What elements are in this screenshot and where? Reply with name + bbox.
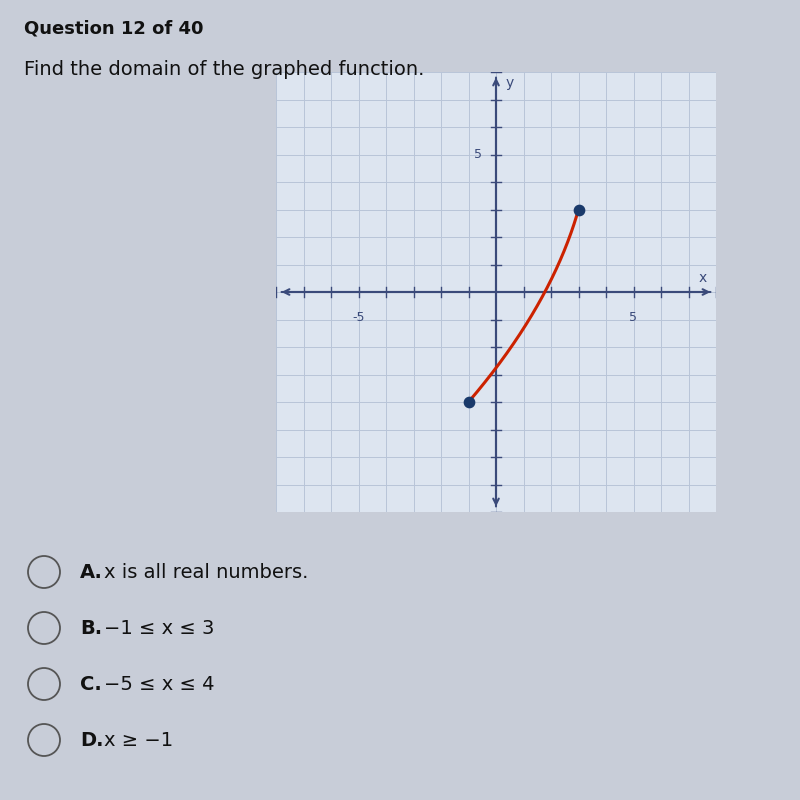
Text: 5: 5: [474, 148, 482, 161]
Text: −5 ≤ x ≤ 4: −5 ≤ x ≤ 4: [104, 674, 214, 694]
Text: Find the domain of the graphed function.: Find the domain of the graphed function.: [24, 60, 424, 79]
Text: −1 ≤ x ≤ 3: −1 ≤ x ≤ 3: [104, 618, 214, 638]
Point: [572, 203, 585, 216]
Text: B.: B.: [80, 618, 102, 638]
Text: C.: C.: [80, 674, 102, 694]
Text: A.: A.: [80, 562, 103, 582]
Text: y: y: [506, 76, 514, 90]
Text: x ≥ −1: x ≥ −1: [104, 730, 173, 750]
Text: D.: D.: [80, 730, 103, 750]
Text: 5: 5: [630, 311, 638, 324]
Text: x is all real numbers.: x is all real numbers.: [104, 562, 308, 582]
Point: [462, 396, 475, 408]
Text: Question 12 of 40: Question 12 of 40: [24, 20, 203, 38]
Text: -5: -5: [352, 311, 365, 324]
Text: x: x: [698, 271, 706, 286]
